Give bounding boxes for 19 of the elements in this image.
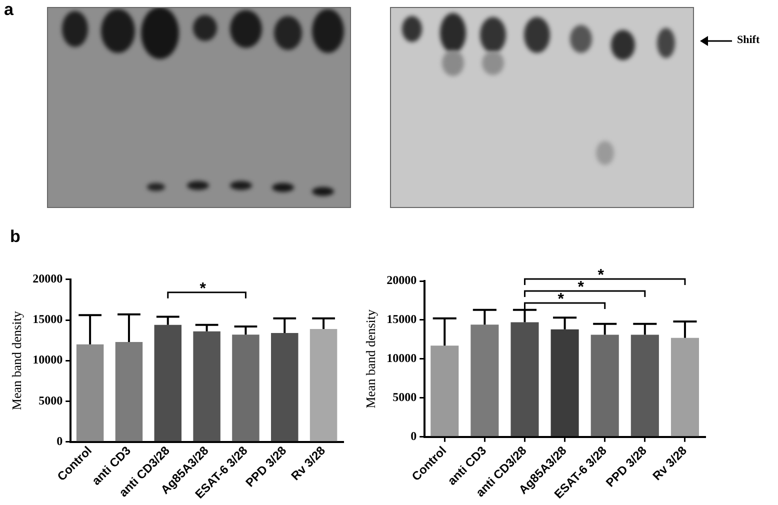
y-tick-label: 15000: [32, 312, 63, 326]
text: a: [4, 0, 14, 20]
annotation: *: [558, 291, 565, 308]
text: Shift: [737, 33, 760, 47]
annotation: *: [598, 267, 605, 284]
annotation: *: [200, 280, 207, 298]
y-tick-label: 20000: [32, 271, 63, 286]
y-tick-label: 10000: [386, 351, 417, 366]
y-tick-label: 5000: [392, 390, 417, 404]
annotation: *: [578, 279, 585, 296]
y-axis-title: Mean band density: [363, 308, 378, 408]
y-tick-label: 0: [56, 434, 63, 448]
y-tick-label: 10000: [32, 352, 63, 367]
y-axis-title: Mean band density: [9, 310, 24, 410]
chart-title: b: [10, 226, 20, 246]
y-tick-label: 20000: [386, 273, 417, 288]
y-tick-label: 5000: [38, 393, 63, 408]
y-tick-label: 0: [410, 428, 417, 443]
y-tick-label: 15000: [386, 312, 417, 326]
